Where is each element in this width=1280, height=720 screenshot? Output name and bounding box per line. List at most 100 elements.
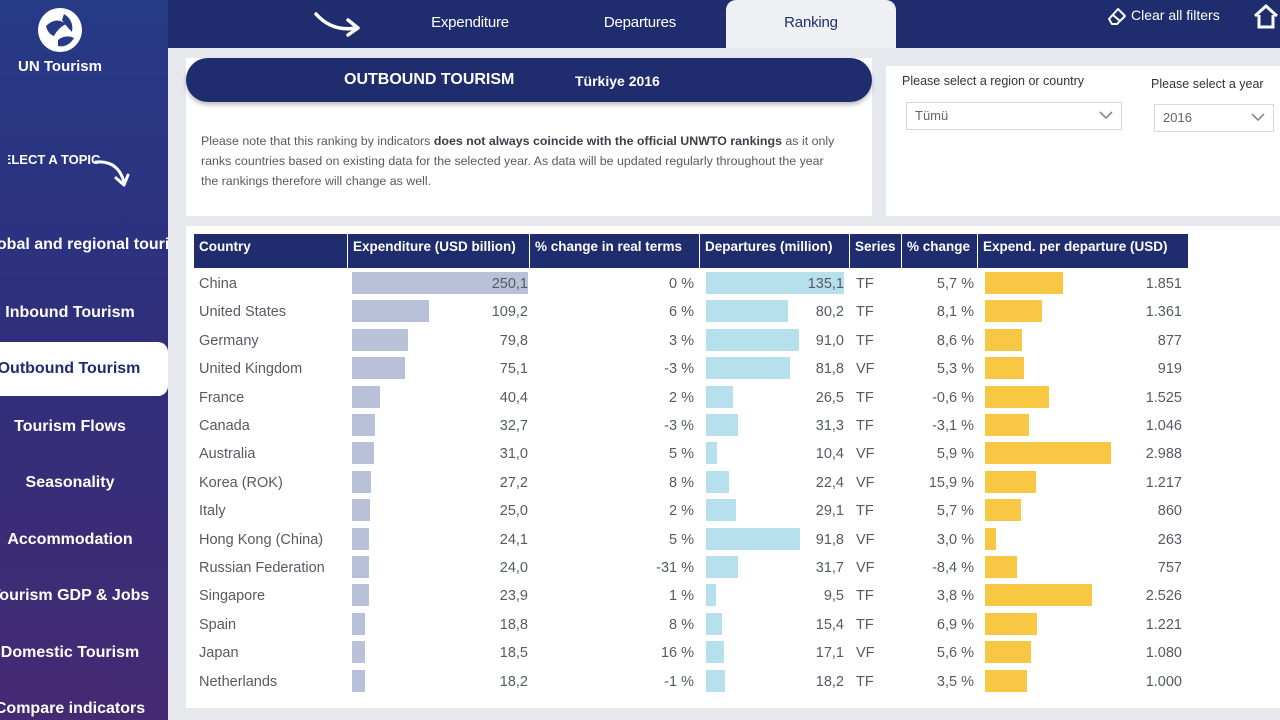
column-header-country[interactable]: Country [194, 234, 348, 268]
table-row[interactable]: Russian Federation 24,0 -31 % 31,7 VF -8,4 % 7… [194, 554, 1188, 582]
country-cell: Japan [199, 645, 239, 662]
departures-bar [706, 385, 734, 408]
expenditure-per-departure-value: 1.080 [1145, 645, 1182, 662]
select-topic-label: SELECT A TOPIC [0, 152, 101, 167]
table-row[interactable]: Canada 32,7 -3 % 31,3 TF -3,1 % 1.046 [194, 412, 1188, 440]
departures-change-value: 5,7 % [936, 276, 974, 292]
table-row[interactable]: Korea (ROK) 27,2 8 % 22,4 VF 15,9 % 1.217 [194, 469, 1188, 497]
departures-bar [706, 470, 729, 493]
table-scroll-edge [186, 698, 1280, 708]
year-select[interactable]: 2016 [1154, 104, 1274, 132]
series-value: TF [856, 588, 874, 605]
note-text-bold: does not always coincide with the offici… [433, 134, 782, 148]
departures-value: 31,7 [815, 560, 844, 576]
column-header-series[interactable]: Series [850, 234, 902, 268]
departures-change-value: 15,9 % [928, 474, 974, 491]
sidebar-item-outbound[interactable]: Outbound Tourism [0, 342, 168, 396]
clear-filters-button[interactable]: Clear all filters [1106, 6, 1220, 26]
departures-value: 81,8 [815, 361, 844, 378]
top-navigation-bar: Expenditure Departures Ranking Clear all… [168, 0, 1280, 48]
table-row[interactable]: United Kingdom 75,1 -3 % 81,8 VF 5,3 % 919 [194, 355, 1188, 383]
table-row[interactable]: Japan 18,5 16 % 17,1 VF 5,6 % 1.080 [194, 639, 1188, 667]
expenditure-change-value: 5 % [669, 446, 694, 463]
expenditure-per-departure-bar [985, 300, 1043, 323]
filter-panel: Please select a region or country Tümü P… [886, 66, 1280, 216]
expenditure-change-value: 16 % [660, 645, 694, 662]
sidebar-item-inbound[interactable]: Inbound Tourism [5, 304, 135, 321]
table-row[interactable]: Hong Kong (China) 24,1 5 % 91,8 VF 3,0 % 263 [194, 526, 1188, 554]
country-cell: Netherlands [199, 673, 278, 690]
expenditure-per-departure-bar [985, 414, 1030, 436]
sidebar-item-tourism-gdp-jobs[interactable]: Tourism GDP & Jobs [0, 587, 150, 604]
departures-bar [706, 442, 717, 465]
column-header-exp-change[interactable]: % change in real terms [530, 234, 700, 268]
tab-departures[interactable]: Departures [603, 14, 677, 31]
expenditure-change-value: 2 % [669, 389, 694, 406]
departures-bar [706, 357, 790, 380]
expenditure-per-departure-bar [985, 527, 997, 550]
sidebar-item-global-regional[interactable]: Global and regional tourism results [0, 236, 168, 253]
country-cell: Canada [199, 418, 250, 434]
table-row[interactable]: Germany 79,8 3 % 91,0 TF 8,6 % 877 [194, 327, 1188, 355]
table-row[interactable]: Spain 18,8 8 % 15,4 TF 6,9 % 1.221 [194, 611, 1188, 639]
expenditure-per-departure-bar [985, 641, 1031, 664]
page-title: OUTBOUND TOURISM [344, 71, 515, 88]
sidebar-item-seasonality[interactable]: Seasonality [25, 474, 115, 491]
table-row[interactable]: United States 109,2 6 % 80,2 TF 8,1 % 1.361 [194, 298, 1188, 326]
year-select-value: 2016 [1163, 110, 1192, 125]
table-header: Country Expenditure (USD billion) ▼ % ch… [194, 234, 1188, 276]
expenditure-bar [352, 470, 372, 493]
country-cell: Italy [199, 503, 226, 520]
column-header-expenditure[interactable]: Expenditure (USD billion) ▼ [348, 234, 530, 276]
region-select[interactable]: Tümü [906, 102, 1122, 130]
expenditure-per-departure-bar [985, 669, 1028, 692]
expenditure-bar [352, 527, 369, 550]
sidebar-item-compare-indicators[interactable]: Compare indicators [0, 700, 146, 717]
sidebar-item-tourism-flows[interactable]: Tourism Flows [14, 418, 126, 435]
departures-bar [706, 556, 739, 578]
tab-expenditure[interactable]: Expenditure [431, 14, 509, 31]
expenditure-bar [352, 300, 429, 323]
expenditure-change-value: 3 % [669, 332, 694, 349]
home-icon[interactable] [1252, 2, 1280, 35]
page-subtitle: Türkiye 2016 [575, 73, 660, 89]
departures-bar [706, 641, 724, 664]
table-row[interactable]: Singapore 23,9 1 % 9,5 TF 3,8 % 2.526 [194, 582, 1188, 610]
expenditure-change-value: -31 % [656, 560, 694, 576]
chevron-down-icon [1099, 111, 1113, 120]
expenditure-value: 109,2 [491, 304, 528, 321]
country-cell: Singapore [199, 588, 266, 605]
expenditure-value: 27,2 [499, 474, 528, 491]
column-header-epd[interactable]: Expend. per departure (USD) [983, 239, 1168, 254]
column-header-expenditure-label: Expenditure (USD billion) [353, 239, 516, 254]
expenditure-change-value: 8 % [669, 616, 694, 633]
departures-bar [706, 499, 736, 522]
expenditure-per-departure-value: 1.221 [1145, 616, 1182, 633]
sort-descending-icon: ▼ [353, 266, 362, 276]
departures-change-value: 5,3 % [936, 361, 974, 378]
expenditure-bar [352, 328, 409, 351]
departures-change-value: 3,8 % [936, 588, 974, 605]
expenditure-value: 31,0 [499, 446, 528, 463]
table-row[interactable]: China 250,1 0 % 135,1 TF 5,7 % 1.851 [194, 270, 1188, 298]
table-row[interactable]: Netherlands 18,2 -1 % 18,2 TF 3,5 % 1.000 [194, 668, 1188, 696]
eraser-icon [1108, 8, 1126, 26]
sidebar-item-domestic-tourism[interactable]: Domestic Tourism [0, 644, 140, 661]
departures-change-value: 3,0 % [936, 531, 974, 548]
tab-ranking[interactable]: Ranking [726, 0, 896, 48]
column-header-dep-change[interactable]: % change [902, 234, 978, 268]
departures-bar [706, 612, 722, 635]
series-value: TF [856, 332, 874, 349]
expenditure-per-departure-value: 757 [1157, 560, 1182, 576]
expenditure-per-departure-bar [985, 584, 1092, 607]
table-row[interactable]: Italy 25,0 2 % 29,1 TF 5,7 % 860 [194, 497, 1188, 525]
table-row[interactable]: France 40,4 2 % 26,5 TF -0,6 % 1.525 [194, 384, 1188, 412]
column-header-departures[interactable]: Departures (million) [700, 234, 850, 268]
expenditure-per-departure-value: 263 [1157, 531, 1182, 548]
table-row[interactable]: Australia 31,0 5 % 10,4 VF 5,9 % 2.988 [194, 440, 1188, 468]
expenditure-change-value: 5 % [669, 531, 694, 548]
departures-value: 26,5 [815, 389, 844, 406]
sidebar-item-accommodation[interactable]: Accommodation [7, 531, 133, 548]
ranking-note: Please note that this ranking by indicat… [201, 131, 841, 191]
expenditure-change-value: 8 % [669, 474, 694, 491]
